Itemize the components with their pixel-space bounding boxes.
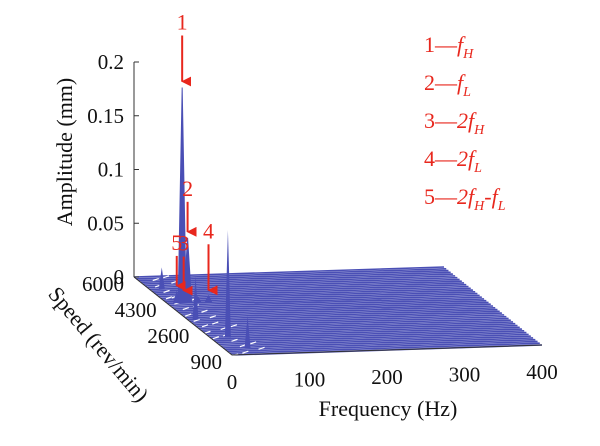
floor-stripe: [169, 294, 480, 307]
z-tick-label: 0: [114, 265, 125, 289]
floor-stripe: [229, 342, 540, 355]
floor-stripe: [205, 322, 516, 335]
floor-noise: [249, 341, 257, 345]
floor-stripe: [207, 324, 518, 337]
floor-stripe: [174, 298, 485, 310]
peak-label-5: 5: [171, 230, 182, 255]
floor-noise: [162, 275, 170, 279]
legend-item-5: 5—2fH-fL: [424, 184, 506, 214]
floor-stripe: [225, 338, 536, 351]
ticks: 0 0.05 0.1 0.15 0.2 0 100 200 300 400 900260043006…: [82, 50, 558, 394]
peak-spike-5: [173, 290, 181, 304]
z-tick-label: 0.05: [87, 211, 124, 235]
floor-noise: [204, 330, 211, 334]
floor-stripe: [180, 303, 491, 316]
floor-stripe: [154, 282, 465, 294]
y-tick-label: 2600: [147, 324, 189, 348]
floor-stripe: [187, 308, 498, 321]
legend-item-1: 1—fH: [424, 32, 474, 62]
floor-stripe: [160, 287, 471, 300]
z-tick-label: 0.2: [98, 50, 124, 74]
floor-noise: [165, 296, 173, 300]
y-tick-label: 4300: [115, 298, 157, 322]
peak-annotations: 1 2 3 45: [171, 10, 218, 296]
floor-stripe: [203, 321, 514, 333]
minor-ridge: [158, 267, 165, 289]
legend-item-4: 4—2fL: [424, 146, 482, 176]
floor-stripe: [151, 280, 462, 292]
x-tick-label: 400: [526, 360, 558, 384]
floor-stripe: [223, 337, 534, 349]
x-axis-label: Frequency (Hz): [319, 396, 458, 421]
floor-stripe: [145, 275, 456, 287]
floor-axis-lines: [133, 276, 543, 356]
floor-stripe: [214, 330, 525, 342]
floor-noise: [163, 289, 170, 293]
floor-stripe: [149, 278, 460, 291]
floor-noise: [182, 307, 189, 311]
floor-stripe: [194, 314, 505, 326]
floor-stripe: [209, 326, 520, 339]
y-tick-label: 900: [191, 350, 223, 374]
legend-item-3: 3—2fH: [424, 108, 485, 138]
z-tick-label: 0.15: [87, 104, 124, 128]
floor-stripe: [167, 292, 478, 305]
floor-noise: [152, 277, 159, 282]
minor-ridge: [224, 230, 231, 338]
floor-stripe: [147, 276, 458, 289]
floor-noise: [193, 318, 200, 322]
minor-ridge: [244, 315, 251, 349]
floor-noise: [212, 336, 220, 340]
floor-stripe: [218, 333, 529, 346]
minor-ridge: [192, 276, 199, 320]
floor-stripe: [178, 301, 489, 314]
floor-stripe: [162, 289, 473, 301]
floor-noise: [212, 321, 219, 325]
floor-stripe: [165, 291, 476, 303]
floor-stripe: [182, 305, 494, 317]
x-tick-label: 300: [449, 363, 481, 387]
peak-label-4: 4: [203, 218, 214, 243]
x-tick-label: 0: [227, 370, 238, 394]
peak-label-2: 2: [182, 176, 193, 201]
y-tick-label: 6000: [82, 272, 124, 296]
floor-noise: [258, 346, 265, 350]
floor-stripe: [142, 273, 453, 285]
floor-stripe: [191, 312, 502, 324]
floor-stripe: [198, 317, 509, 330]
floor-stripe: [216, 331, 527, 344]
peak-label-1: 1: [177, 10, 188, 35]
floor-stripe: [200, 319, 511, 331]
floor-noise: [185, 313, 192, 317]
floor-stripe: [220, 335, 531, 347]
z-tick-label: 0.1: [98, 158, 124, 182]
peak-label-3: 3: [178, 231, 189, 256]
floor-stripe: [171, 296, 482, 308]
floor-stripe: [185, 306, 496, 319]
floor-noise: [230, 324, 238, 328]
x-tick-label: 100: [294, 368, 326, 392]
legend: 1—fH 2—fL 3—2fH 4—2fL 5—2fH-fL: [424, 32, 506, 214]
legend-item-2: 2—fL: [424, 70, 471, 100]
floor-stripe: [227, 340, 538, 353]
z-axis-label: Amplitude (mm): [52, 78, 77, 226]
floor-noise: [209, 315, 217, 319]
floor-stripe: [211, 328, 522, 340]
floor-noise: [231, 338, 238, 342]
peak-spike-1: [177, 87, 187, 303]
floor-plane: [133, 266, 543, 357]
floor-stripe: [189, 310, 500, 323]
floor-noise: [201, 324, 209, 328]
floor-stripe: [140, 271, 451, 284]
peak-spike-4: [204, 295, 213, 303]
floor-noise: [242, 350, 249, 354]
floor-noise: [201, 309, 208, 313]
x-tick-label: 200: [371, 365, 403, 389]
